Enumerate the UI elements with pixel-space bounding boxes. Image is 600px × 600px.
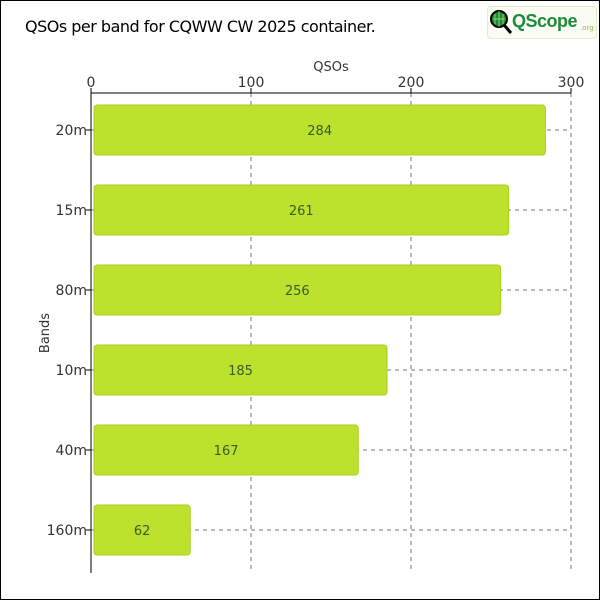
bar-10m xyxy=(93,344,388,396)
bar-value-label: 185 xyxy=(228,364,253,379)
magnifier-globe-icon xyxy=(490,10,513,34)
bar-value-label: 62 xyxy=(134,524,151,539)
y-tick-label: 15m xyxy=(56,203,87,219)
y-tick-label: 40m xyxy=(56,443,87,459)
x-tick-label: 0 xyxy=(87,75,96,91)
x-tick-label: 300 xyxy=(558,75,585,91)
logo-text: QScope xyxy=(512,11,578,31)
logo-suffix: .org xyxy=(580,24,594,32)
bar-value-label: 284 xyxy=(307,124,332,139)
y-axis-label: Bands xyxy=(38,313,53,353)
y-tick-label: 80m xyxy=(56,283,87,299)
qscope-logo[interactable]: QScope .org xyxy=(487,6,597,39)
bar-20m xyxy=(93,104,546,156)
y-tick-label: 160m xyxy=(47,523,87,539)
x-axis-label: QSOs xyxy=(313,60,349,75)
y-tick-label: 20m xyxy=(56,123,87,139)
y-tick-label: 10m xyxy=(56,363,87,379)
chart-title: QSOs per band for CQWW CW 2025 container… xyxy=(25,17,376,36)
x-tick-label: 200 xyxy=(398,75,425,91)
bar-value-label: 256 xyxy=(285,284,310,299)
bar-80m xyxy=(93,264,502,316)
bar-value-label: 167 xyxy=(214,444,239,459)
bar-160m xyxy=(93,504,191,556)
bar-value-label: 261 xyxy=(289,204,314,219)
x-tick-label: 100 xyxy=(238,75,265,91)
bar-15m xyxy=(93,184,510,236)
bar-40m xyxy=(93,424,359,476)
